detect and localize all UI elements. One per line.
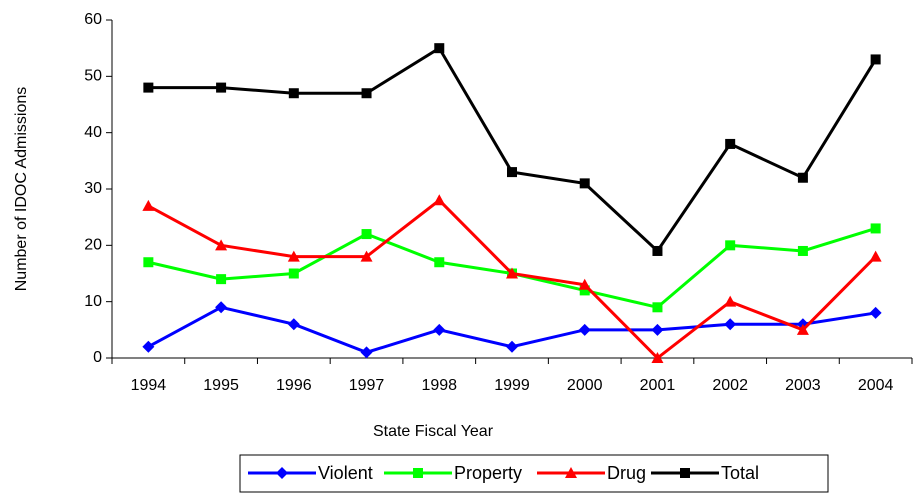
marker [579, 285, 590, 296]
legend-box [239, 454, 829, 493]
marker [565, 467, 577, 478]
legend-label: Total [721, 463, 759, 483]
y-tick-label: 20 [84, 237, 102, 254]
x-tick-label: 1996 [276, 377, 312, 394]
marker [725, 138, 736, 149]
legend-label: Property [454, 463, 522, 483]
marker [725, 240, 736, 251]
marker [724, 295, 737, 307]
marker [143, 82, 154, 93]
marker [797, 172, 808, 183]
y-tick-label: 30 [84, 180, 102, 197]
marker [507, 167, 517, 178]
x-tick-label: 2002 [712, 377, 748, 394]
marker [287, 318, 300, 331]
marker [215, 301, 228, 314]
marker [680, 468, 690, 478]
marker [651, 323, 664, 336]
marker [651, 352, 664, 363]
marker [215, 239, 228, 251]
legend-label: Violent [318, 463, 373, 483]
marker [797, 245, 808, 256]
marker [360, 346, 373, 359]
y-tick-label: 10 [84, 293, 102, 310]
marker [652, 245, 663, 256]
marker [361, 229, 372, 240]
marker [288, 88, 299, 99]
marker [434, 43, 445, 54]
marker [579, 178, 590, 189]
series-line [148, 46, 877, 254]
x-axis-title: State Fiscal Year [373, 423, 494, 440]
x-tick-label: 1997 [349, 377, 385, 394]
marker [216, 274, 227, 285]
y-axis-title: Number of IDOC Admissions [13, 87, 30, 292]
y-tick-label: 60 [84, 11, 102, 28]
marker [143, 257, 154, 268]
marker [413, 468, 423, 478]
marker [288, 268, 299, 279]
x-tick-label: 1999 [494, 377, 530, 394]
x-tick-label: 2003 [785, 377, 821, 394]
marker [216, 82, 227, 93]
marker [796, 323, 809, 335]
x-tick-label: 2001 [640, 377, 676, 394]
marker [434, 257, 445, 268]
x-tick-label: 1998 [421, 377, 457, 394]
marker [433, 194, 446, 206]
marker [142, 340, 155, 353]
legend-label: Drug [607, 463, 646, 483]
marker [869, 250, 882, 262]
x-tick-label: 2004 [858, 377, 894, 394]
marker [142, 199, 155, 211]
marker [652, 302, 663, 313]
x-tick-label: 1995 [203, 377, 239, 394]
marker [433, 323, 446, 336]
y-tick-label: 0 [93, 349, 102, 366]
marker [276, 467, 288, 479]
marker [287, 250, 300, 262]
marker [870, 54, 881, 65]
marker [869, 306, 882, 319]
marker [578, 278, 591, 290]
x-tick-label: 2000 [567, 377, 603, 394]
x-tick-label: 1994 [131, 377, 167, 394]
y-tick-label: 40 [84, 124, 102, 141]
marker [724, 318, 737, 331]
marker [361, 88, 372, 99]
marker [360, 250, 373, 262]
series-line [147, 198, 877, 360]
marker [506, 340, 518, 353]
marker [506, 267, 518, 279]
marker [578, 323, 591, 336]
y-tick-label: 50 [84, 68, 102, 85]
marker [870, 223, 881, 234]
